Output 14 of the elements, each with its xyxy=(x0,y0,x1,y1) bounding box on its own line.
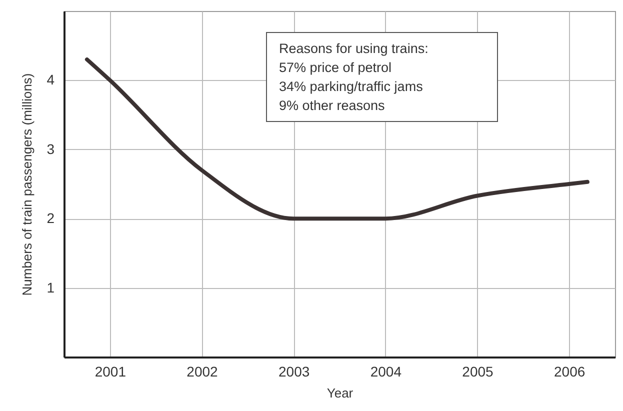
x-tick-label: 2001 xyxy=(94,364,126,380)
x-tick-label: 2004 xyxy=(370,364,402,380)
x-tick-label: 2002 xyxy=(186,364,218,380)
x-axis-title: Year xyxy=(326,386,354,400)
y-tick-label: 2 xyxy=(46,210,55,226)
y-axis-title: Numbers of train passengers (millions) xyxy=(20,73,35,296)
x-tick-label: 2005 xyxy=(462,364,494,380)
y-tick-label: 4 xyxy=(46,72,55,88)
x-tick-label: 2003 xyxy=(278,364,310,380)
y-tick-label: 3 xyxy=(46,140,55,157)
y-tick-label: 1 xyxy=(46,279,55,296)
line-series xyxy=(84,57,590,221)
text-box: Reasons for using trains: 57% price of petrol 34% parking/traffic jams 9% other reasons xyxy=(266,32,498,122)
x-tick-label: 2006 xyxy=(554,364,586,380)
